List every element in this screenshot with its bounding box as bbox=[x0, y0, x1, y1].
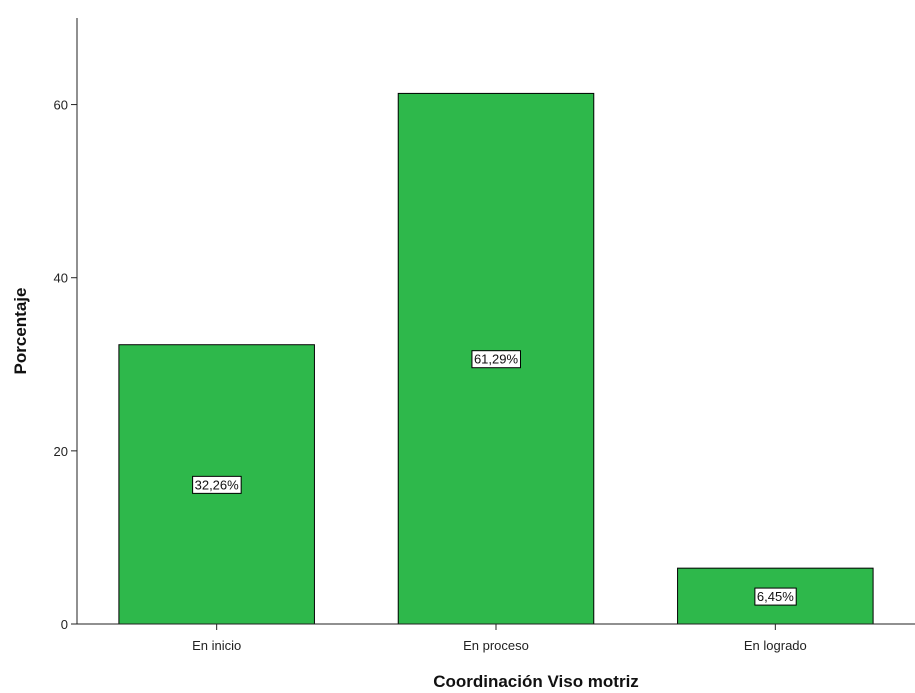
data-label-box bbox=[754, 587, 797, 606]
data-label-text: 32,26% bbox=[195, 477, 240, 492]
data-label: 61,29% bbox=[471, 350, 521, 369]
x-axis-ticks: En inicio En proceso En logrado bbox=[192, 624, 807, 653]
data-label-text: 6,45% bbox=[757, 589, 794, 604]
data-label-box bbox=[192, 475, 242, 494]
y-tick-label: 40 bbox=[54, 271, 68, 286]
y-tick-label: 0 bbox=[61, 617, 68, 632]
data-label: 32,26% bbox=[192, 475, 242, 494]
data-label: 6,45% bbox=[754, 587, 797, 606]
x-axis-title: Coordinación Viso motriz bbox=[433, 672, 639, 691]
data-label-text: 61,29% bbox=[474, 352, 519, 367]
x-tick-label: En logrado bbox=[744, 638, 807, 653]
data-labels-group: 32,26% 61,29% 6,45% bbox=[192, 350, 797, 606]
y-tick-label: 60 bbox=[54, 98, 68, 113]
y-axis-title: Porcentaje bbox=[11, 288, 30, 375]
y-tick-label: 20 bbox=[54, 444, 68, 459]
data-label-box bbox=[471, 350, 521, 369]
x-tick-label: En inicio bbox=[192, 638, 241, 653]
x-tick-label: En proceso bbox=[463, 638, 529, 653]
y-axis-ticks: 0 20 40 60 bbox=[54, 98, 77, 632]
